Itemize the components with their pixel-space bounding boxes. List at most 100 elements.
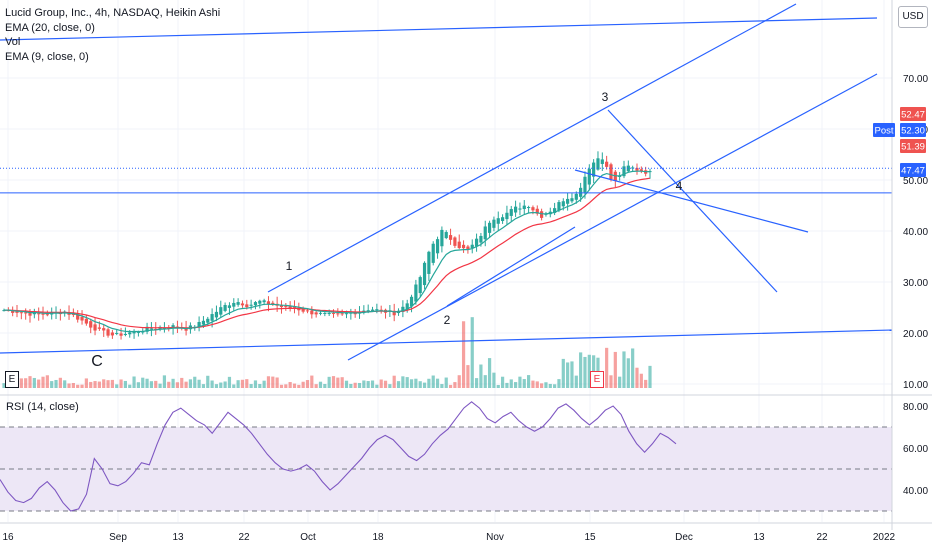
trend-lines[interactable]: [0, 3, 893, 361]
ema9-legend[interactable]: EMA (9, close, 0): [5, 50, 89, 63]
candle-body: [76, 314, 80, 320]
candle-body: [622, 166, 626, 177]
volume-bar: [197, 379, 201, 388]
candle-body: [635, 167, 639, 171]
trend-line: [267, 3, 797, 293]
rsi-legend[interactable]: RSI (14, close): [6, 401, 79, 413]
volume-bar: [89, 381, 93, 388]
volume-bar: [635, 367, 639, 388]
volume-bar: [227, 376, 232, 388]
volume-bar: [210, 380, 214, 388]
volume-bar: [45, 375, 49, 388]
volume-bar: [97, 381, 101, 388]
volume-bar: [149, 381, 154, 388]
volume-bar: [58, 377, 62, 388]
volume-bar: [587, 354, 591, 388]
candle-body: [102, 328, 106, 331]
volume-bar: [41, 376, 45, 388]
volume-bar: [566, 362, 570, 388]
candle-body: [106, 329, 110, 336]
volume-bar: [618, 376, 622, 388]
candle-body: [223, 304, 227, 311]
currency-button[interactable]: USD: [898, 6, 928, 28]
volume-bar: [301, 381, 305, 388]
volume-bar: [331, 376, 336, 388]
candle-body: [500, 217, 505, 221]
candle-body: [470, 244, 474, 249]
candle-body: [11, 310, 15, 313]
volume-bar: [631, 348, 635, 388]
volume-bar: [128, 384, 132, 388]
candle-body: [626, 165, 630, 172]
volume-bar: [279, 384, 284, 388]
symbol-title[interactable]: Lucid Group, Inc., 4h, NASDAQ, Heikin As…: [5, 7, 221, 19]
volume-bar: [457, 375, 461, 388]
volume-bar: [141, 377, 145, 388]
price-tag-bg: [873, 123, 895, 137]
volume-bar: [297, 384, 301, 388]
volume-bar: [561, 358, 565, 388]
candle-body: [266, 301, 271, 305]
rsi-band: [0, 426, 892, 512]
ema20-line: [4, 177, 651, 329]
volume-bar: [392, 375, 396, 388]
volume-bar: [470, 317, 474, 388]
volume-bar: [223, 381, 227, 388]
volume-bar: [193, 376, 197, 388]
candle-body: [227, 305, 232, 308]
wave-labels: C 1 2 3 4: [91, 90, 682, 370]
volume-bar: [119, 379, 123, 388]
volume-bar: [19, 378, 23, 388]
candle-body: [336, 313, 340, 315]
candle-body: [427, 251, 431, 274]
candle-body: [123, 333, 127, 335]
volume-bar: [180, 377, 184, 388]
candle-body: [132, 331, 136, 334]
candle-body: [375, 309, 379, 311]
price-tag-label: 47.47: [901, 166, 925, 177]
volume-bar: [175, 382, 180, 388]
candle-body: [600, 159, 604, 164]
earnings-marker[interactable]: E: [5, 371, 19, 388]
volume-bar: [327, 376, 331, 388]
volume-bar: [605, 347, 609, 388]
candle-body: [201, 320, 206, 325]
volume-bar: [318, 381, 323, 388]
candle-body: [344, 313, 349, 315]
earnings-marker-recent[interactable]: E: [590, 371, 604, 388]
candle-body: [353, 313, 357, 315]
volume-bar: [366, 381, 370, 388]
time-tick-label: 15: [584, 532, 596, 543]
volume-bar: [435, 378, 440, 388]
candle-body: [28, 312, 32, 316]
price-tag-bg: [900, 139, 926, 153]
volume-bar: [132, 376, 136, 388]
price-tick-label: 30.00: [903, 278, 928, 289]
candle-body: [15, 311, 19, 313]
volume-bar: [106, 380, 110, 388]
vol-legend[interactable]: Vol: [5, 36, 21, 48]
price-tick-label: 10.00: [903, 380, 928, 391]
volume-bar: [284, 384, 288, 388]
candle-body: [210, 314, 214, 321]
volume-bar: [305, 380, 310, 388]
price-tag-label: 51.39: [901, 142, 925, 153]
candle-body: [561, 201, 565, 207]
ema20-legend[interactable]: EMA (20, close, 0): [5, 21, 95, 34]
candle-body: [305, 310, 310, 312]
volume-bar: [102, 379, 106, 388]
trend-line: [446, 226, 576, 307]
time-tick-label: Nov: [486, 532, 504, 543]
candle-body: [197, 321, 201, 328]
volume-bar: [32, 377, 36, 388]
candle-body: [587, 168, 591, 185]
candle-body: [249, 304, 253, 306]
trend-line: [607, 109, 778, 293]
candle-body: [236, 302, 240, 305]
volume-bar: [448, 384, 453, 388]
rsi-tick-label: 80.00: [903, 402, 928, 413]
price-tags: 52.47 Post 52.30 51.39 47.47: [873, 107, 926, 177]
price-tag-label: Post: [874, 126, 893, 137]
volume-bar: [440, 384, 444, 388]
